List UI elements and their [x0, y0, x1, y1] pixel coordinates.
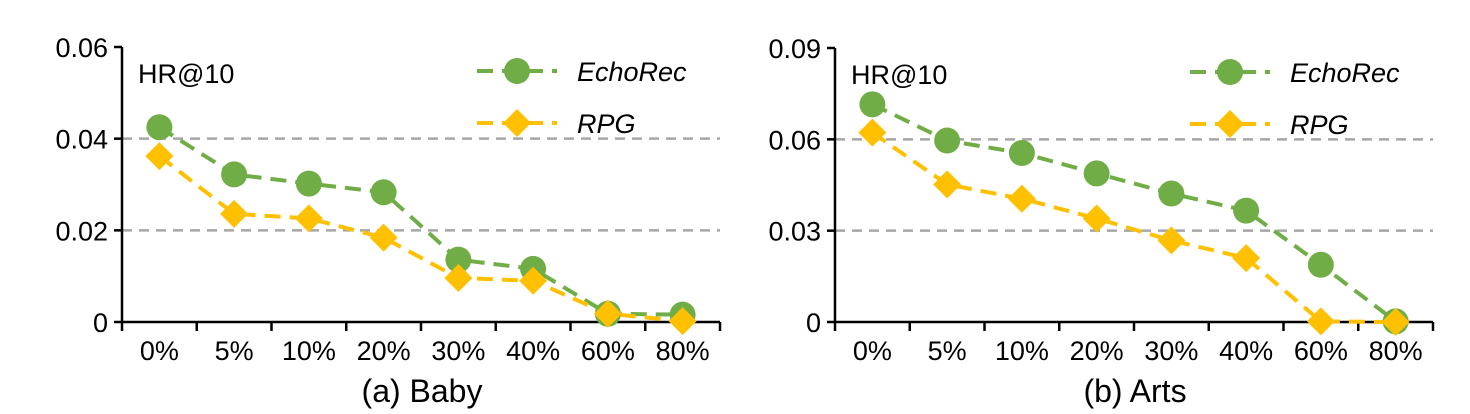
x-tick-label: 30%: [1144, 336, 1198, 366]
data-point-rpg: [1381, 308, 1410, 336]
x-tick-label: 30%: [431, 336, 485, 366]
data-point-rpg: [294, 204, 323, 233]
data-point-rpg: [1157, 226, 1186, 255]
data-point-echorec: [1307, 251, 1334, 278]
x-tick-label: 60%: [581, 336, 635, 366]
data-point-echorec: [859, 91, 886, 118]
x-tick-label: 10%: [282, 336, 336, 366]
x-tick-label: 0%: [853, 336, 892, 366]
y-tick-label: 0.06: [768, 125, 821, 155]
y-tick-label: 0: [93, 308, 108, 338]
x-tick-label: 0%: [140, 336, 179, 366]
chart-arts: 0 0.03 0.06 0.09 0% 5% 10% 20% 30% 40% 60% 80% HR@10…: [768, 34, 1435, 409]
legend-marker-rpg: [503, 109, 531, 137]
chart-caption: (a) Baby: [362, 373, 483, 409]
data-point-echorec: [1158, 180, 1185, 207]
data-point-echorec: [934, 127, 961, 154]
data-point-rpg: [1306, 307, 1335, 336]
data-point-echorec: [1008, 140, 1035, 167]
legend-marker-echorec: [504, 58, 530, 84]
y-tick-label: 0.06: [55, 33, 108, 63]
data-point-echorec: [295, 170, 322, 197]
data-point-rpg: [220, 199, 249, 228]
data-point-rpg: [369, 223, 398, 252]
chart-caption: (b) Arts: [1083, 373, 1186, 409]
data-point-rpg: [593, 299, 622, 328]
x-tick-label: 80%: [656, 336, 710, 366]
legend-label-echorec: EchoRec: [1290, 58, 1400, 88]
data-point-rpg: [1082, 204, 1111, 233]
series-line-echorec: [871, 102, 1397, 323]
metric-label: HR@10: [138, 59, 234, 89]
data-point-rpg: [858, 118, 887, 147]
chart-baby: 0 0.02 0.04 0.06 0% 5% 10% 20% 30% 40% 60% 80% HR@10…: [55, 33, 722, 409]
y-tick-label: 0.09: [768, 34, 821, 64]
legend-marker-rpg: [1216, 110, 1244, 138]
data-point-rpg: [1232, 244, 1261, 273]
data-point-echorec: [1233, 197, 1260, 224]
x-tick-label: 5%: [215, 336, 254, 366]
data-point-echorec: [146, 114, 173, 141]
data-point-echorec: [1083, 160, 1110, 187]
x-tick-label: 20%: [357, 336, 411, 366]
y-tick-label: 0: [806, 308, 821, 338]
x-tick-label: 5%: [928, 336, 967, 366]
x-tick-label: 60%: [1294, 336, 1348, 366]
data-point-echorec: [370, 179, 397, 206]
series-line-rpg: [871, 130, 1396, 324]
data-point-rpg: [519, 266, 548, 295]
y-tick-label: 0.04: [55, 125, 108, 155]
x-tick-label: 20%: [1070, 336, 1124, 366]
y-tick-label: 0.02: [55, 216, 108, 246]
x-tick-label: 40%: [506, 336, 560, 366]
x-tick-label: 80%: [1369, 336, 1423, 366]
x-tick-label: 10%: [995, 336, 1049, 366]
legend-label-echorec: EchoRec: [577, 57, 687, 87]
data-point-rpg: [668, 307, 697, 336]
y-tick-label: 0.03: [768, 217, 821, 247]
data-point-rpg: [1007, 184, 1036, 213]
data-point-rpg: [444, 264, 473, 292]
data-point-rpg: [933, 170, 962, 199]
metric-label: HR@10: [851, 60, 947, 90]
data-point-echorec: [445, 246, 472, 273]
legend-marker-echorec: [1217, 59, 1243, 85]
data-point-echorec: [221, 161, 248, 188]
legend-label-rpg: RPG: [577, 109, 636, 139]
x-tick-label: 40%: [1219, 336, 1273, 366]
data-point-rpg: [145, 142, 174, 171]
legend-label-rpg: RPG: [1290, 110, 1349, 140]
